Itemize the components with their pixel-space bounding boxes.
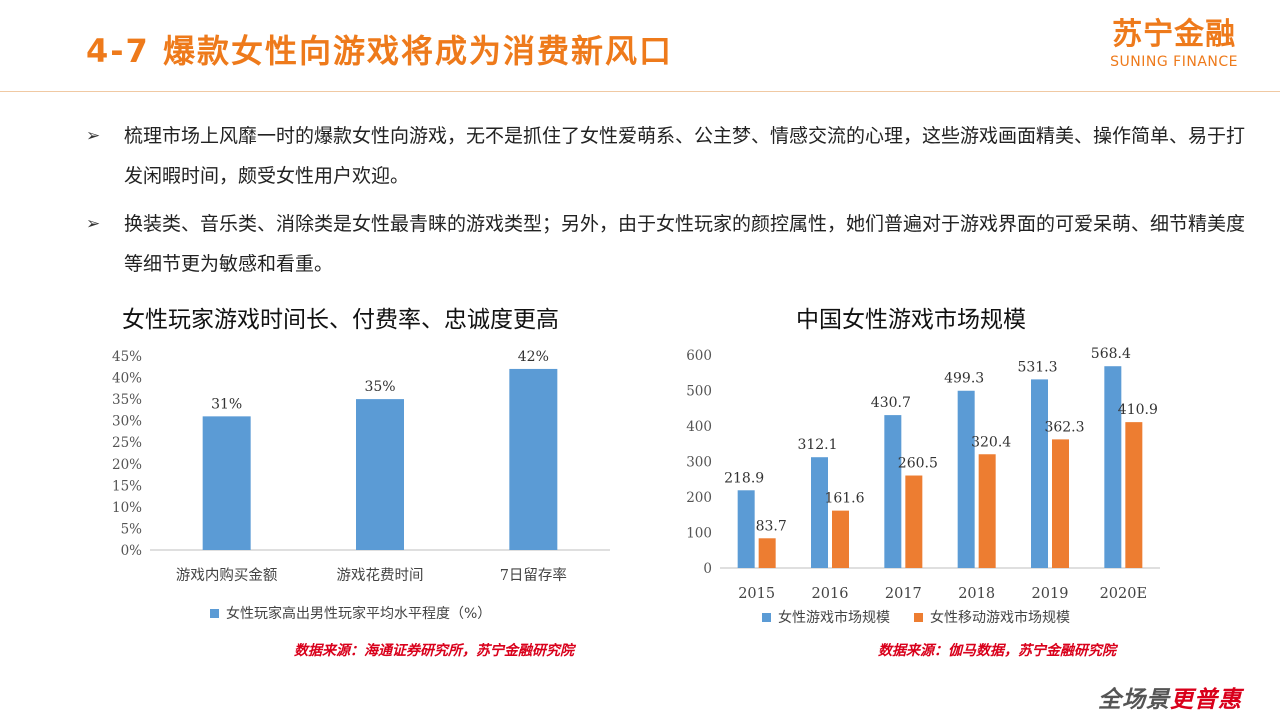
bar — [978, 454, 996, 568]
bar — [832, 510, 849, 568]
bullet-text: 梳理市场上风靡一时的爆款女性向游戏，无不是抓住了女性爱萌系、公主梦、情感交流的心… — [124, 125, 1246, 187]
bullet-list: ➢ 梳理市场上风靡一时的爆款女性向游戏，无不是抓住了女性爱萌系、公主梦、情感交流… — [86, 116, 1246, 292]
legend-swatch — [762, 613, 771, 622]
data-label: 35% — [364, 379, 395, 395]
data-label: 218.9 — [724, 470, 764, 486]
y-tick-label: 400 — [686, 419, 712, 435]
page-title: 4-7 爆款女性向游戏将成为消费新风口 — [86, 32, 673, 70]
footer-slogan: 全场景更普惠 — [1098, 680, 1242, 714]
header-divider — [0, 91, 1280, 92]
y-tick-label: 500 — [686, 384, 712, 400]
x-tick-label: 2016 — [812, 586, 849, 602]
y-tick-label: 20% — [112, 457, 142, 473]
data-label: 531.3 — [1017, 359, 1057, 375]
data-label: 499.3 — [944, 371, 984, 387]
y-tick-label: 45% — [112, 349, 142, 365]
data-label: 42% — [518, 349, 549, 365]
y-tick-label: 0 — [703, 561, 712, 577]
data-label: 260.5 — [898, 456, 938, 472]
slogan-part-a: 全场景 — [1098, 687, 1170, 713]
bar — [356, 399, 404, 550]
legend-label: 女性游戏市场规模 — [778, 609, 890, 626]
bullet-item: ➢ 梳理市场上风靡一时的爆款女性向游戏，无不是抓住了女性爱萌系、公主梦、情感交流… — [86, 116, 1246, 196]
bar — [1125, 422, 1143, 568]
arrow-bullet-icon: ➢ — [86, 214, 101, 234]
brand-name-en: SUNING FINANCE — [1110, 54, 1238, 70]
x-tick-label: 2019 — [1032, 586, 1069, 602]
bar — [737, 490, 755, 568]
chart-left: 0% 5% 10% 15% 20% 25% 30% 35% 40% 45% 游戏内购买金额 31% 游戏… — [112, 349, 610, 622]
y-tick-label: 300 — [686, 455, 712, 471]
chart-title-left: 女性玩家游戏时间长、付费率、忠诚度更高 — [122, 307, 559, 333]
x-tick-label: 2017 — [885, 586, 922, 602]
data-label: 568.4 — [1091, 346, 1131, 362]
y-tick-label: 200 — [686, 490, 712, 506]
arrow-bullet-icon: ➢ — [86, 126, 101, 146]
bar — [509, 368, 558, 550]
slogan-part-b: 更普惠 — [1170, 687, 1242, 713]
y-tick-label: 0% — [121, 543, 143, 559]
y-tick-label: 10% — [112, 500, 142, 516]
legend-swatch — [210, 609, 219, 618]
bar — [957, 390, 975, 568]
bar — [758, 538, 776, 568]
data-label: 362.3 — [1044, 419, 1084, 435]
data-label: 320.4 — [971, 434, 1011, 450]
data-label: 430.7 — [871, 395, 911, 411]
brand-logo: 苏宁金融 SUNING FINANCE — [1110, 17, 1238, 71]
bullet-text: 换装类、音乐类、消除类是女性最青睐的游戏类型；另外，由于女性玩家的颜控属性，她们… — [124, 213, 1246, 275]
bullet-item: ➢ 换装类、音乐类、消除类是女性最青睐的游戏类型；另外，由于女性玩家的颜控属性，… — [86, 204, 1246, 284]
legend-label: 女性玩家高出男性玩家平均水平程度（%） — [226, 605, 491, 622]
y-tick-label: 5% — [121, 521, 143, 537]
bar — [202, 416, 251, 550]
bar — [1104, 366, 1122, 568]
y-tick-label: 25% — [112, 435, 142, 451]
y-tick-label: 600 — [686, 348, 712, 364]
chart-right: 0 100 200 300 400 500 600 2015 218.9 83.7 2016 312.… — [686, 346, 1160, 626]
x-tick-label: 游戏花费时间 — [337, 567, 424, 584]
y-tick-label: 100 — [686, 526, 712, 542]
x-tick-label: 游戏内购买金额 — [176, 567, 278, 584]
data-label: 312.1 — [797, 437, 837, 453]
bar — [1052, 439, 1069, 568]
x-tick-label: 2020E — [1100, 586, 1148, 602]
bar — [884, 415, 902, 568]
source-left: 数据来源：海通证券研究所，苏宁金融研究院 — [294, 643, 574, 659]
data-label: 31% — [211, 396, 242, 412]
y-tick-label: 30% — [112, 414, 142, 430]
bar — [905, 475, 923, 568]
y-tick-label: 15% — [112, 478, 142, 494]
data-label: 161.6 — [824, 491, 864, 507]
legend-swatch — [914, 613, 923, 622]
source-right: 数据来源：伽马数据，苏宁金融研究院 — [878, 643, 1116, 659]
y-tick-label: 40% — [112, 371, 142, 387]
x-tick-label: 7日留存率 — [500, 567, 567, 584]
chart-title-right: 中国女性游戏市场规模 — [796, 307, 1026, 333]
legend-label: 女性移动游戏市场规模 — [930, 609, 1070, 626]
bar — [811, 457, 828, 568]
data-label: 83.7 — [756, 518, 787, 534]
x-tick-label: 2015 — [738, 586, 775, 602]
bar — [1031, 379, 1048, 568]
brand-name-cn: 苏宁金融 — [1112, 17, 1237, 52]
x-tick-label: 2018 — [958, 586, 995, 602]
data-label: 410.9 — [1118, 402, 1158, 418]
y-tick-label: 35% — [112, 392, 142, 408]
